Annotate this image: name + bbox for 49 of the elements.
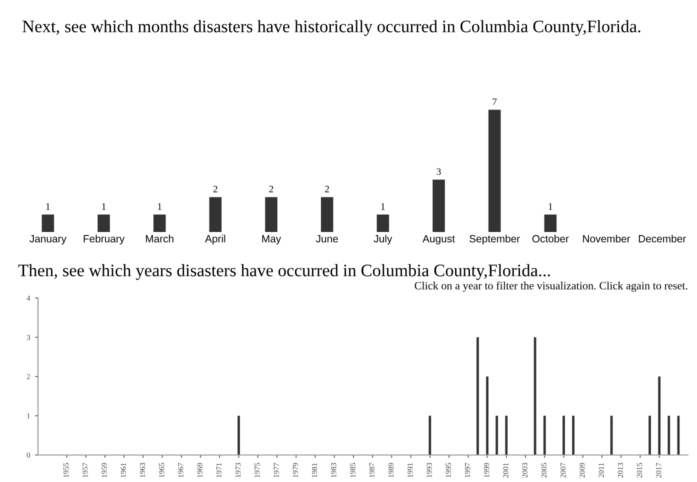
bar bbox=[486, 376, 488, 455]
bar bbox=[376, 214, 390, 232]
bar bbox=[543, 416, 546, 455]
text: Click on a year to filter the visualization. Click again to reset. bbox=[414, 282, 688, 292]
bar bbox=[476, 337, 479, 455]
x-tick-label: June bbox=[316, 235, 338, 242]
bar bbox=[428, 416, 432, 455]
chart-title: Then, see which years disasters have occurred in Columbia County,Florida... bbox=[18, 264, 550, 280]
data-label: 1 bbox=[548, 203, 552, 210]
x-tick-label: December bbox=[638, 234, 686, 242]
bar bbox=[668, 416, 670, 455]
data-label: 3 bbox=[436, 168, 441, 175]
x-tick-label: January bbox=[30, 235, 66, 244]
data-label: 2 bbox=[325, 186, 329, 192]
x-tick-label: April bbox=[205, 234, 226, 244]
x-tick-label: July bbox=[374, 234, 392, 244]
data-label: 1 bbox=[102, 203, 106, 210]
x-tick-label: September bbox=[470, 234, 520, 244]
bar bbox=[265, 197, 278, 232]
chart-title: Next, see which months disasters have historically occurred in Columbia County,Florida. bbox=[22, 20, 640, 36]
bar bbox=[98, 214, 110, 232]
x-tick-label: February bbox=[84, 234, 125, 244]
x-tick-label: October bbox=[532, 234, 569, 242]
x-tick-label: November bbox=[583, 234, 630, 242]
data-label: 1 bbox=[158, 203, 162, 210]
data-label: 2 bbox=[269, 186, 274, 192]
bar bbox=[572, 416, 574, 455]
bar bbox=[505, 416, 508, 455]
bar bbox=[153, 214, 166, 232]
x-tick-label: May bbox=[262, 235, 282, 244]
bar bbox=[488, 110, 501, 232]
bar bbox=[320, 197, 334, 232]
bar bbox=[658, 376, 661, 455]
bar bbox=[648, 416, 651, 455]
bar bbox=[562, 416, 565, 455]
bar bbox=[496, 416, 498, 455]
bar bbox=[534, 337, 536, 455]
bar bbox=[432, 180, 445, 232]
data-label: 1 bbox=[381, 203, 385, 210]
bar bbox=[209, 197, 222, 232]
bar bbox=[544, 214, 557, 232]
data-label: 2 bbox=[213, 186, 218, 192]
bar bbox=[42, 214, 54, 232]
x-tick-label: August bbox=[422, 235, 455, 244]
x-tick-label: March bbox=[146, 234, 174, 242]
bar bbox=[238, 416, 240, 455]
bar bbox=[677, 416, 680, 455]
data-label: 1 bbox=[46, 203, 50, 210]
data-label: 7 bbox=[492, 98, 497, 105]
